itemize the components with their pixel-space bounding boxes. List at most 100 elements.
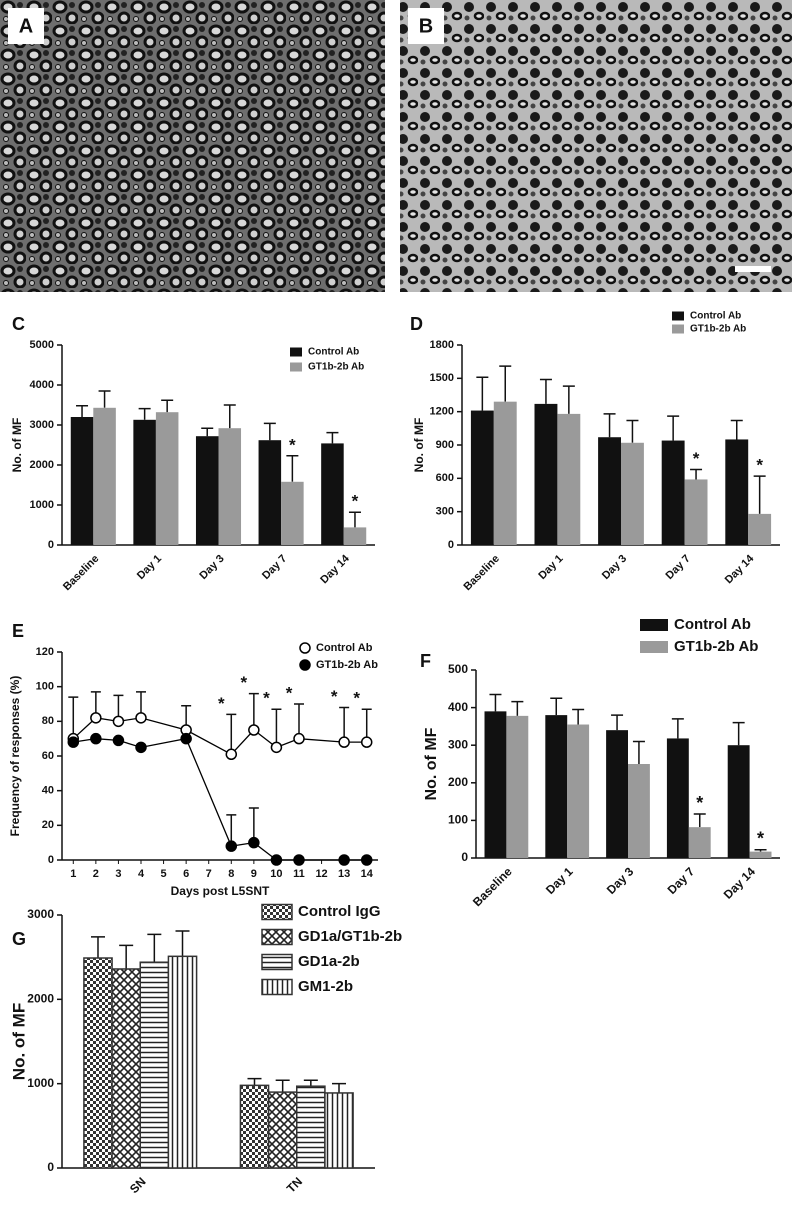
- bar: [267, 1091, 298, 1169]
- error-bar: [119, 944, 134, 969]
- error-bar: [732, 721, 745, 746]
- y-tick-label: 0: [47, 1160, 54, 1174]
- significance-mark: *: [218, 694, 225, 713]
- y-tick-label: 1200: [430, 406, 454, 418]
- significance-mark: *: [241, 673, 248, 692]
- error-bar: [326, 431, 339, 444]
- bar: [218, 428, 242, 545]
- error-bar: [175, 930, 190, 957]
- x-tick-label: Day 1: [543, 864, 576, 897]
- significance-mark: *: [696, 793, 703, 813]
- panel-label: F: [420, 651, 431, 671]
- x-tick-label: 9: [251, 868, 257, 880]
- error-bar: [147, 933, 162, 963]
- legend-swatch: [640, 641, 668, 653]
- y-tick-label: 1000: [30, 499, 54, 511]
- x-tick-label: Baseline: [470, 864, 515, 909]
- bar: [70, 417, 94, 545]
- legend-label: Control Ab: [674, 616, 751, 633]
- error-bar: [693, 813, 706, 828]
- y-tick-label: 20: [42, 819, 54, 831]
- x-tick-label: Baseline: [461, 553, 501, 593]
- legend-label: Control Ab: [690, 311, 741, 322]
- error-bar: [286, 455, 299, 482]
- error-bar: [539, 378, 552, 404]
- legend-label: GT1b-2b Ab: [690, 324, 746, 335]
- error-bar: [499, 365, 512, 402]
- scale-bar: [735, 266, 771, 272]
- x-tick-label: 7: [206, 868, 212, 880]
- error-bar: [667, 415, 680, 441]
- x-tick-label: 8: [228, 868, 234, 880]
- bar: [748, 513, 772, 545]
- significance-mark: *: [693, 449, 700, 468]
- point: [338, 854, 350, 866]
- significance-mark: *: [757, 828, 764, 848]
- bar: [545, 715, 568, 858]
- error-bar: [339, 706, 350, 743]
- error-bar: [753, 475, 766, 514]
- x-tick-label: 11: [293, 868, 305, 880]
- x-tick-label: 5: [161, 868, 167, 880]
- error-bar: [550, 697, 563, 716]
- bar: [684, 479, 708, 545]
- point: [180, 732, 192, 745]
- x-tick-label: Day 1: [536, 553, 565, 582]
- line: [73, 737, 367, 861]
- y-tick-label: 3000: [30, 419, 54, 431]
- y-tick-label: 300: [436, 506, 454, 518]
- x-tick-label: Day 14: [318, 552, 352, 586]
- y-axis-label: No. of MF: [423, 727, 440, 800]
- legend-swatch: [290, 347, 302, 357]
- y-tick-label: 4000: [30, 379, 54, 391]
- error-bar: [348, 511, 361, 528]
- error-bar: [275, 1079, 290, 1093]
- y-axis-label: No. of MF: [10, 418, 24, 473]
- bar: [725, 439, 749, 545]
- bar: [83, 957, 113, 1169]
- y-tick-label: 900: [436, 439, 454, 451]
- bar: [567, 724, 590, 858]
- x-tick-label: Day 7: [664, 553, 693, 582]
- panel-label-box: [8, 8, 44, 44]
- legend-swatch: [672, 324, 684, 334]
- bar: [534, 403, 558, 545]
- y-tick-label: 0: [448, 539, 454, 551]
- x-tick-label: SN: [127, 1174, 149, 1196]
- error-bar: [294, 703, 304, 739]
- bar: [606, 730, 628, 858]
- point: [135, 741, 147, 754]
- x-tick-label: Day 3: [600, 553, 629, 582]
- error-bar: [271, 708, 282, 748]
- x-tick-label: Baseline: [61, 553, 101, 593]
- y-tick-label: 3000: [27, 907, 54, 921]
- error-bar: [632, 740, 645, 764]
- y-tick-label: 40: [42, 785, 54, 797]
- y-tick-label: 300: [448, 737, 468, 751]
- x-axis-label: Days post L5SNT: [171, 884, 270, 898]
- point: [293, 732, 305, 745]
- point: [270, 741, 283, 754]
- error-bar: [603, 413, 616, 438]
- legend-swatch: [290, 362, 302, 372]
- panel-label: A: [19, 15, 33, 37]
- x-tick-label: 10: [270, 868, 282, 880]
- legend-marker: [299, 642, 311, 654]
- bar: [258, 440, 282, 545]
- error-bar: [611, 714, 624, 731]
- legend-label: GM1-2b: [298, 978, 353, 995]
- bar: [688, 827, 711, 858]
- x-tick-label: 13: [338, 868, 350, 880]
- panel-label-box: [408, 8, 444, 44]
- error-bar: [247, 1077, 262, 1086]
- bar: [324, 1092, 354, 1169]
- bar: [628, 764, 650, 858]
- panel-label: G: [12, 929, 26, 949]
- significance-mark: *: [286, 683, 293, 702]
- bar: [470, 410, 494, 545]
- bar: [155, 412, 179, 545]
- x-tick-label: TN: [284, 1174, 305, 1195]
- point: [112, 734, 125, 747]
- x-tick-label: 3: [115, 868, 121, 880]
- error-bar: [572, 708, 585, 725]
